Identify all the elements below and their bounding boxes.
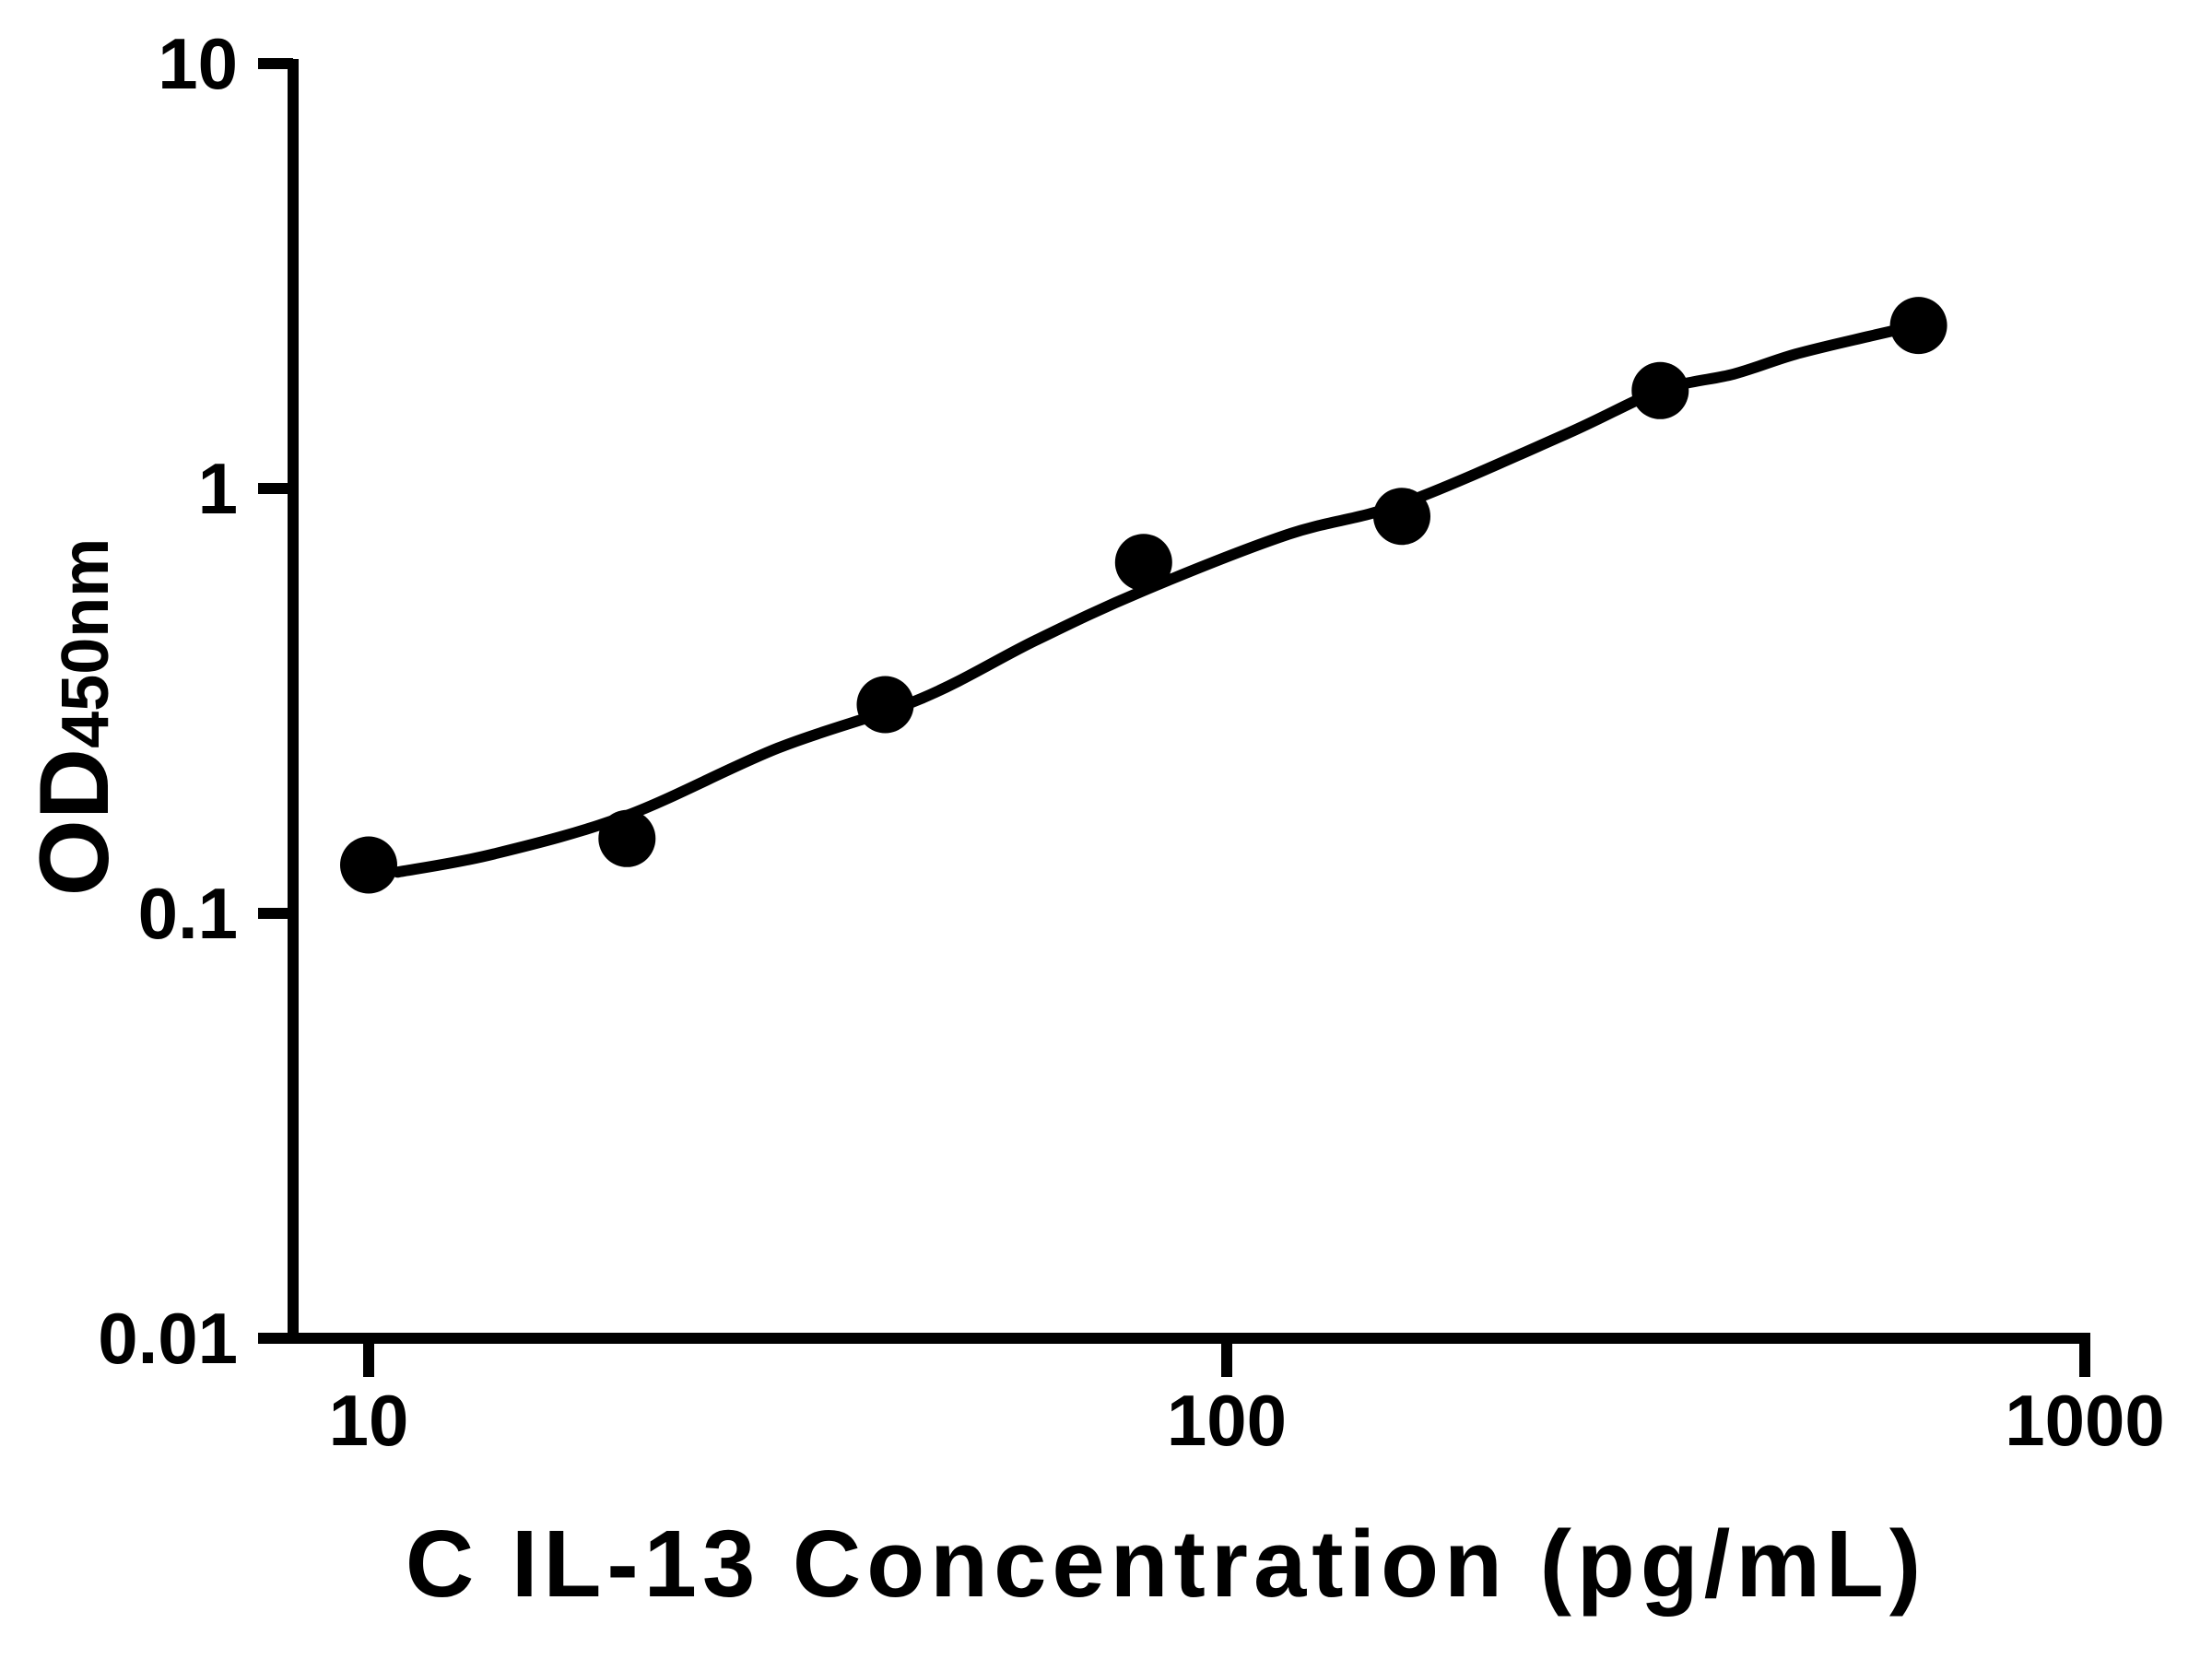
data-point-320	[1631, 361, 1689, 419]
x-tick-label-1000: 1000	[2005, 1380, 2165, 1461]
data-point-20	[598, 809, 656, 867]
y-tick-label-10: 10	[158, 23, 238, 104]
y-tick-label-0.01: 0.01	[98, 1298, 238, 1379]
fit-curve	[392, 320, 1924, 878]
data-point-80	[1114, 534, 1172, 592]
y-axis-title-main: OD	[18, 747, 129, 897]
y-axis-title: OD450nm	[5, 302, 143, 1132]
data-point-160	[1373, 488, 1430, 546]
y-tick-label-0.1: 0.1	[137, 873, 238, 954]
data-point-640	[1889, 297, 1947, 355]
x-tick-label-100: 100	[1166, 1380, 1288, 1461]
y-tick-label-1: 1	[197, 448, 238, 529]
x-axis-title: C IL-13 Concentration (pg/mL)	[405, 1511, 1927, 1617]
axis-spine	[288, 59, 2090, 1344]
data-point-10	[340, 836, 397, 894]
data-point-40	[856, 676, 914, 734]
y-axis-title-sub: 450nm	[49, 537, 123, 748]
x-tick-label-10: 10	[328, 1380, 409, 1461]
